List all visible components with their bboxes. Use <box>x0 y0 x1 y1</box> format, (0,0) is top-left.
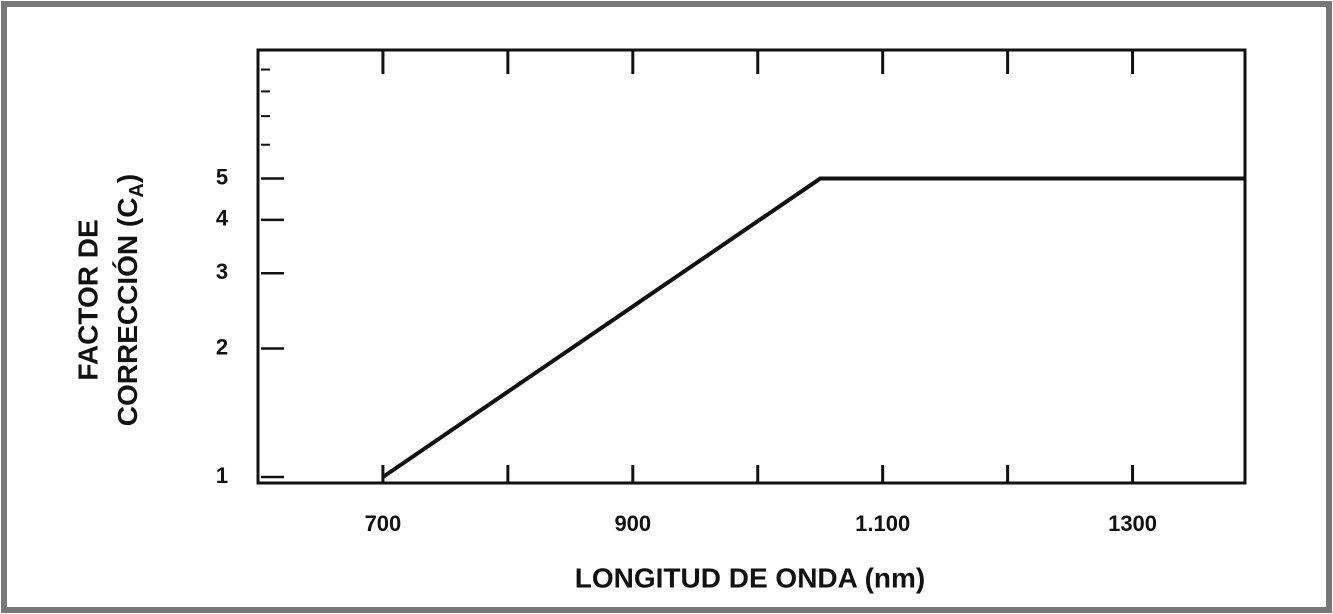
y-label-sub: A <box>126 183 148 197</box>
y-tick-label: 4 <box>216 206 229 231</box>
x-tick-label: 700 <box>365 511 402 536</box>
y-label-line: FACTOR DE <box>72 219 103 380</box>
y-tick-label: 2 <box>216 334 228 359</box>
y-label-line: CORRECCIÓN (CA) <box>112 174 148 426</box>
y-tick-label: 5 <box>216 164 228 189</box>
chart: LONGITUD DE ONDA (nm) FACTOR DE CORRECCI… <box>0 0 1333 614</box>
plot-area <box>258 50 1245 483</box>
y-tick-label: 3 <box>216 259 228 284</box>
y-axis-label: FACTOR DE CORRECCIÓN (CA) <box>72 174 148 426</box>
y-tick-label: 1 <box>216 463 228 488</box>
y-label-text: CORRECCIÓN (C <box>112 198 143 427</box>
x-tick-label: 1.100 <box>855 511 910 536</box>
x-tick-label: 1300 <box>1108 511 1157 536</box>
data-line <box>383 179 1245 477</box>
y-label-text: ) <box>112 174 143 183</box>
x-axis-label: LONGITUD DE ONDA (nm) <box>575 562 926 593</box>
x-tick-label: 900 <box>614 511 651 536</box>
